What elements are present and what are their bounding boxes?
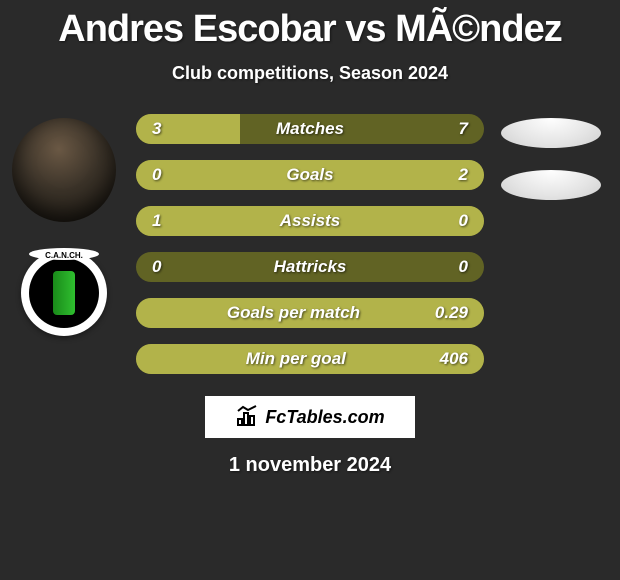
stat-value-right: 2 bbox=[459, 165, 468, 185]
stat-row: 1 Assists 0 bbox=[136, 206, 484, 236]
stat-row: 0 Goals 2 bbox=[136, 160, 484, 190]
stat-label: Goals bbox=[286, 165, 333, 185]
stat-value-right: 0.29 bbox=[435, 303, 468, 323]
stat-label: Min per goal bbox=[246, 349, 346, 369]
right-oval-column bbox=[496, 118, 606, 222]
player-avatar bbox=[12, 118, 116, 222]
brand-badge: FcTables.com bbox=[205, 396, 415, 438]
stat-value-left: 0 bbox=[152, 257, 161, 277]
stat-value-right: 0 bbox=[459, 211, 468, 231]
stat-label: Hattricks bbox=[274, 257, 347, 277]
stat-row: Min per goal 406 bbox=[136, 344, 484, 374]
stat-value-left: 3 bbox=[152, 119, 161, 139]
subtitle: Club competitions, Season 2024 bbox=[0, 63, 620, 84]
club-badge-inner: C.A.N.CH. bbox=[29, 258, 99, 328]
stat-label: Matches bbox=[276, 119, 344, 139]
stat-row: 0 Hattricks 0 bbox=[136, 252, 484, 282]
stat-row: 3 Matches 7 bbox=[136, 114, 484, 144]
brand-text: FcTables.com bbox=[265, 407, 384, 428]
chart-icon bbox=[235, 405, 259, 429]
page-title: Andres Escobar vs MÃ©ndez bbox=[0, 0, 620, 51]
player2-oval bbox=[501, 118, 601, 148]
club-badge-text: C.A.N.CH. bbox=[29, 248, 99, 260]
stat-value-right: 406 bbox=[440, 349, 468, 369]
stats-bars: 3 Matches 7 0 Goals 2 1 Assists 0 0 Hattricks 0 Goal… bbox=[136, 114, 484, 390]
stat-label: Assists bbox=[280, 211, 340, 231]
footer-date: 1 november 2024 bbox=[0, 454, 620, 477]
stat-value-left: 0 bbox=[152, 165, 161, 185]
player2-oval bbox=[501, 170, 601, 200]
stat-value-left: 1 bbox=[152, 211, 161, 231]
club-badge: C.A.N.CH. bbox=[21, 250, 107, 336]
stat-value-right: 7 bbox=[459, 119, 468, 139]
stat-value-right: 0 bbox=[459, 257, 468, 277]
club-badge-stripe bbox=[53, 271, 75, 315]
stat-label: Goals per match bbox=[227, 303, 360, 323]
stat-row: Goals per match 0.29 bbox=[136, 298, 484, 328]
left-avatar-column: C.A.N.CH. bbox=[8, 110, 120, 336]
